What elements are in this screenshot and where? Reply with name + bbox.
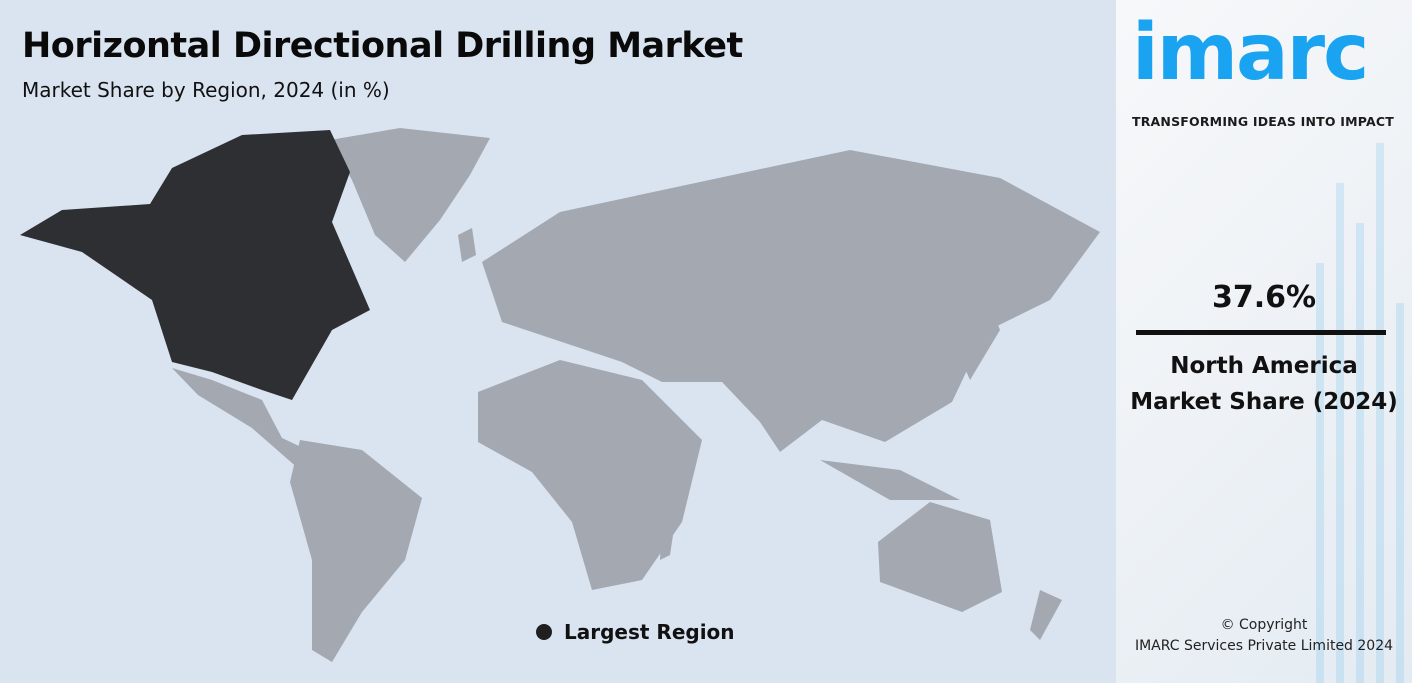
region-oceania — [820, 460, 1062, 640]
region-europe-asia — [458, 150, 1100, 452]
page-subtitle: Market Share by Region, 2024 (in %) — [22, 78, 390, 102]
stat-value: 37.6% — [1211, 280, 1317, 315]
page-title: Horizontal Directional Drilling Market — [22, 26, 743, 66]
imarc-logo: imarc — [1132, 8, 1369, 98]
copyright-line: © Copyright — [1220, 617, 1308, 633]
copyright-company: IMARC Services Private Limited 2024 — [1134, 638, 1394, 654]
map-panel: Horizontal Directional Drilling Market M… — [0, 0, 1116, 683]
legend-label: Largest Region — [564, 620, 735, 644]
legend-dot-icon — [536, 624, 552, 640]
region-latin-america — [172, 368, 422, 662]
divider — [1136, 330, 1386, 335]
world-map — [20, 128, 1100, 662]
stat-label: North America Market Share (2024) — [1116, 348, 1412, 420]
region-africa — [478, 360, 702, 590]
brand-tagline: TRANSFORMING IDEAS INTO IMPACT — [1132, 114, 1394, 129]
info-panel: imarc TRANSFORMING IDEAS INTO IMPACT 37.… — [1116, 0, 1412, 683]
region-north-america — [20, 130, 370, 400]
stat-caption: Market Share (2024) — [1130, 389, 1398, 415]
region-greenland — [330, 128, 490, 262]
legend: Largest Region — [536, 620, 735, 644]
stat-region: North America — [1170, 353, 1358, 379]
copyright: © Copyright IMARC Services Private Limit… — [1116, 615, 1412, 657]
